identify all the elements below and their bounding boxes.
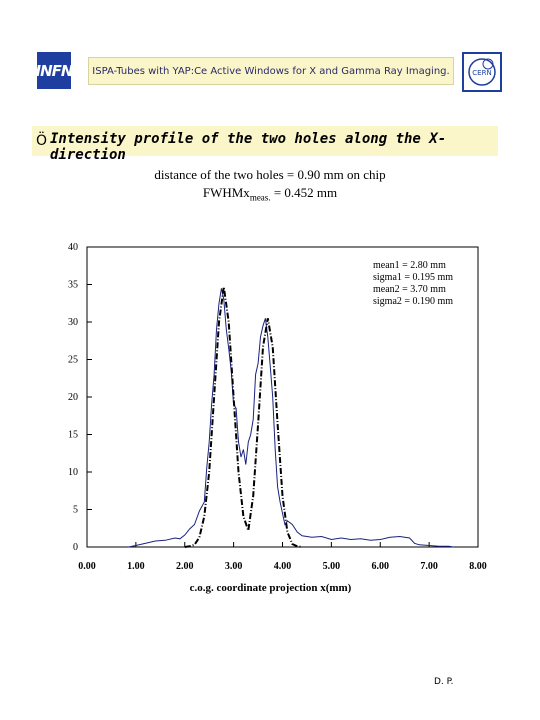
y-tick-label: 30: [68, 317, 78, 328]
fwhm-value: = 0.452 mm: [270, 185, 338, 200]
fit-curve-line: [184, 286, 303, 548]
x-tick-label: 4.00: [274, 561, 292, 572]
x-tick-label: 5.00: [323, 561, 341, 572]
infn-logo-text: INFN: [35, 61, 74, 80]
slide-heading-bar: Ö Intensity profile of the two holes alo…: [32, 126, 498, 163]
measured-profile-line: [128, 288, 454, 548]
infn-logo: INFN: [35, 52, 74, 89]
distance-text: distance of the two holes = 0.90 mm on c…: [154, 167, 386, 182]
fit-annotation: mean1 = 2.80 mm: [373, 260, 446, 271]
y-tick-label: 5: [73, 505, 78, 516]
footer-initials: D. P.: [434, 677, 454, 687]
x-tick-label: 0.00: [78, 561, 96, 572]
y-tick-label: 15: [68, 430, 78, 441]
x-tick-label: 8.00: [469, 561, 487, 572]
y-tick-label: 0: [73, 542, 78, 553]
fit-annotation: sigma2 = 0.190 mm: [373, 296, 453, 307]
y-tick-label: 35: [68, 280, 78, 291]
header-title-box: ISPA-Tubes with YAP:Ce Active Windows fo…: [88, 57, 454, 85]
fwhm-label: FWHMx: [202, 185, 250, 200]
y-tick-label: 40: [68, 242, 78, 253]
y-tick-label: 10: [68, 467, 78, 478]
fwhm-subscript: meas.: [249, 192, 271, 203]
x-tick-label: 3.00: [225, 561, 243, 572]
cern-logo: CERN: [462, 52, 502, 92]
cern-logo-graphic: CERN: [468, 58, 496, 86]
x-tick-label: 2.00: [176, 561, 194, 572]
x-tick-label: 6.00: [372, 561, 390, 572]
y-tick-label: 25: [68, 355, 78, 366]
bullet-icon: Ö: [36, 133, 48, 149]
x-axis-label: c.o.g. coordinate projection x(mm): [190, 582, 352, 594]
fit-annotation: sigma1 = 0.195 mm: [373, 272, 453, 283]
y-tick-label: 20: [68, 392, 78, 403]
x-tick-label: 1.00: [127, 561, 145, 572]
fit-annotation: mean2 = 3.70 mm: [373, 284, 446, 295]
cern-logo-text: CERN: [472, 69, 491, 77]
x-tick-label: 7.00: [420, 561, 438, 572]
fwhm-text: FWHMxmeas. = 0.452 mm: [0, 185, 540, 203]
header-title: ISPA-Tubes with YAP:Ce Active Windows fo…: [92, 65, 450, 77]
slide-heading: Intensity profile of the two holes along…: [50, 131, 447, 163]
